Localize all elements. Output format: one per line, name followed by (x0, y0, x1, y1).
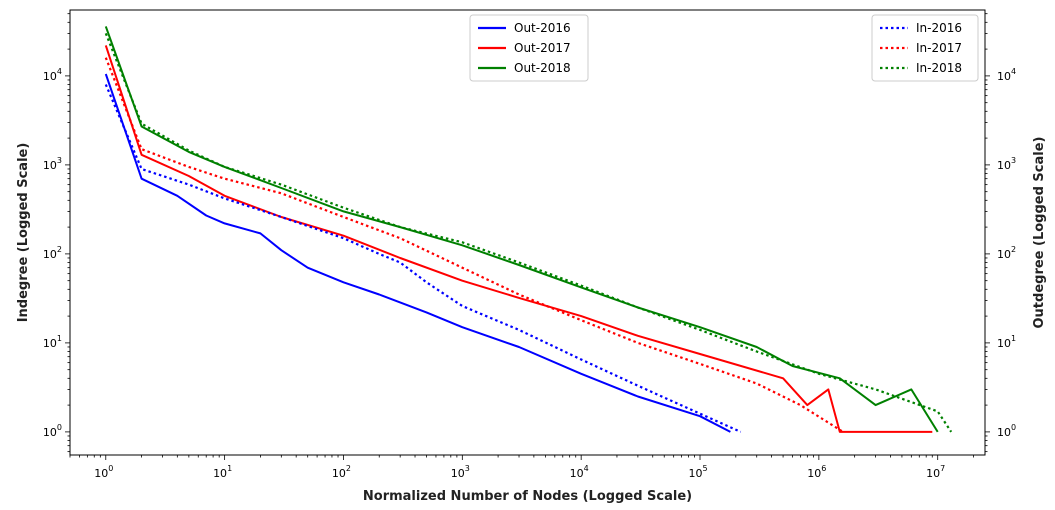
left-y-axis-title: Indegree (Logged Scale) (16, 143, 31, 323)
right-y-tick-label: 102 (997, 245, 1016, 261)
x-tick-label: 106 (807, 464, 826, 480)
series-line-out-2017 (104, 45, 933, 433)
legend-top-right: In-2016 In-2017 In-2018 (871, 14, 979, 82)
legend-label: In-2018 (916, 61, 962, 75)
right-y-tick-label: 101 (997, 334, 1016, 350)
ticks-layer: 100 101 102 103 104 105 106 107 100 100 101 101 102 1… (43, 13, 1016, 480)
x-tick-label: 105 (688, 464, 707, 480)
series-line-in-2017 (104, 57, 844, 433)
legend-label: In-2016 (916, 21, 962, 35)
legend-label: In-2017 (916, 41, 962, 55)
left-y-tick-label: 102 (43, 245, 62, 261)
x-tick-label: 102 (332, 464, 351, 480)
left-y-tick-label: 100 (43, 423, 62, 439)
series-line-in-2016 (104, 84, 742, 433)
right-y-tick-label: 103 (997, 156, 1016, 172)
x-tick-label: 103 (451, 464, 470, 480)
x-tick-label: 101 (213, 464, 232, 480)
right-y-axis-title: Outdegree (Logged Scale) (1032, 137, 1047, 329)
series-line-out-2018 (104, 26, 939, 433)
left-y-tick-label: 101 (43, 334, 62, 350)
x-axis-title: Normalized Number of Nodes (Logged Scale… (363, 489, 692, 504)
series-line-in-2018 (104, 32, 953, 433)
x-tick-label: 104 (570, 464, 589, 480)
legend-label: Out-2018 (514, 61, 571, 75)
left-y-tick-label: 103 (43, 156, 62, 172)
right-y-tick-label: 100 (997, 423, 1016, 439)
legend-label: Out-2016 (514, 21, 571, 35)
left-y-tick-label: 104 (43, 67, 62, 83)
series-line-out-2016 (104, 73, 731, 433)
series-layer (104, 26, 953, 433)
plot-frame (69, 9, 986, 456)
legend-top-center: Out-2016 Out-2017 Out-2018 (469, 14, 589, 82)
x-tick-label: 100 (94, 464, 113, 480)
x-tick-label: 107 (926, 464, 945, 480)
legend-layer: Out-2016Out-2017Out-2018In-2016In-2017In… (469, 14, 979, 82)
legend-label: Out-2017 (514, 41, 571, 55)
right-y-tick-label: 104 (997, 67, 1016, 83)
